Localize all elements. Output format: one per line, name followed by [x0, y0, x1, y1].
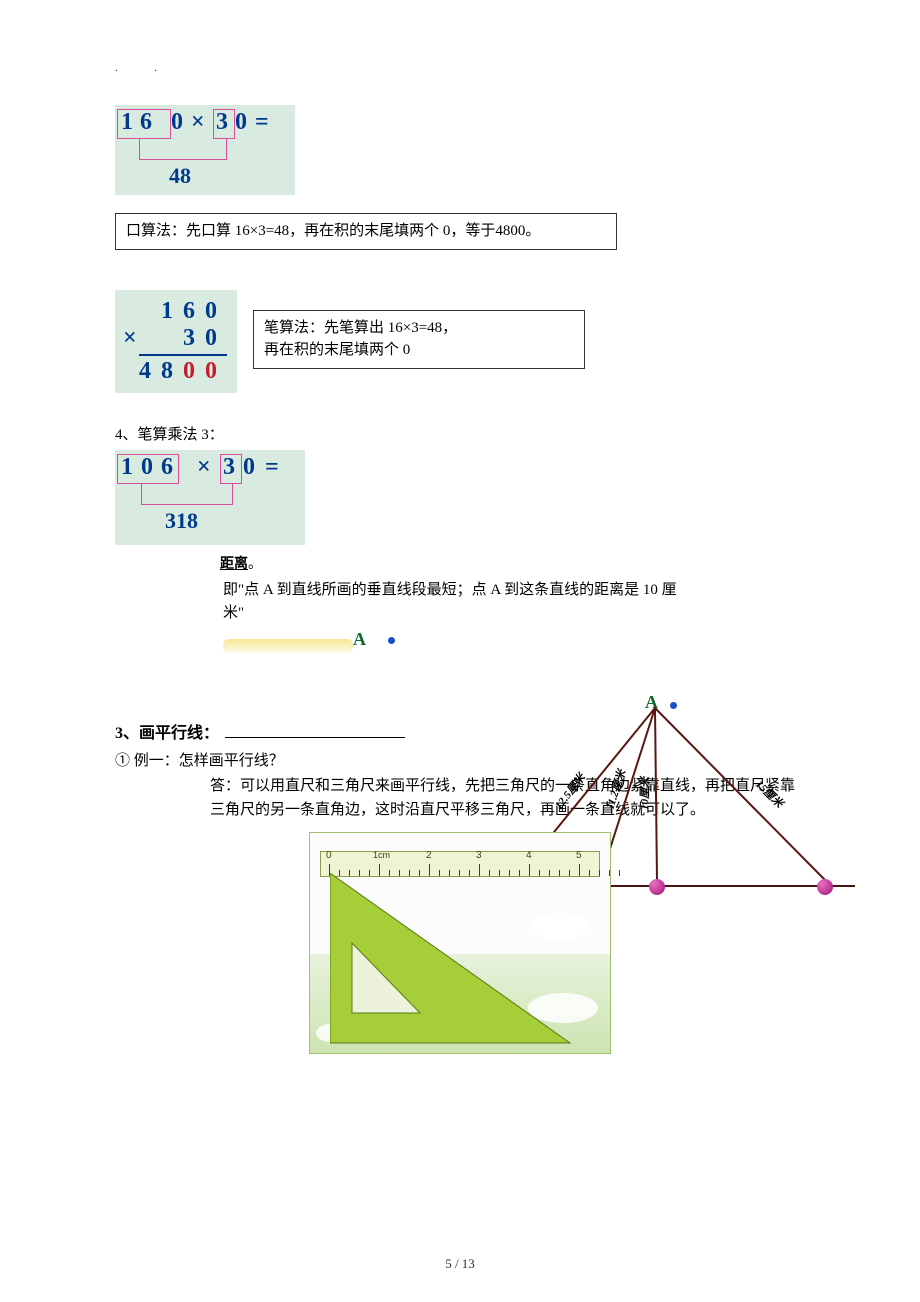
digit: 0: [171, 109, 183, 136]
equals: =: [265, 454, 279, 481]
multiplier: 30: [183, 325, 227, 351]
equals: =: [255, 109, 269, 136]
page-number: 5 / 13: [0, 1256, 920, 1272]
document-page: . . 1 6 0 × 3 0 = 48 口算法：先口算 16×3=48，再在积…: [0, 0, 920, 1302]
times-sign: ×: [191, 109, 205, 136]
multiplicand: 160: [161, 298, 227, 324]
callout-line: 再在积的末尾填两个 0: [264, 339, 574, 362]
times-sign: ×: [123, 325, 147, 352]
point-dot: [388, 637, 395, 644]
equation-160x30: 1 6 0 × 3 0 = 48: [115, 105, 295, 195]
product-zeros: 00: [183, 358, 227, 384]
point-a-segment: A: [223, 629, 805, 659]
vertical-calc-row: 160 × 30 4800 笔算法：先笔算出 16×3=48， 再在积的末尾填两个…: [115, 290, 805, 393]
triangle-ruler: [330, 873, 590, 1053]
callout-line: 笔算法：先笔算出 16×3=48，: [264, 317, 574, 340]
bracket-result: 48: [169, 163, 191, 189]
digit: 1: [121, 454, 133, 481]
bracket-result: 318: [165, 508, 198, 534]
heading-written-mult-3: 4、笔算乘法 3：: [115, 423, 805, 444]
digit: 0: [243, 454, 255, 481]
callout-written-method: 笔算法：先笔算出 16×3=48， 再在积的末尾填两个 0: [253, 310, 585, 369]
ball-marker: [649, 879, 665, 895]
equation-106x30: 1 0 6 × 3 0 = 318: [115, 450, 305, 545]
digit: 0: [235, 109, 247, 136]
distance-heading: 距离。: [220, 553, 805, 573]
svg-text:15厘米: 15厘米: [753, 778, 787, 812]
times-sign: ×: [197, 454, 211, 481]
digit: 3: [216, 109, 228, 136]
distance-description: 即"点 A 到直线所画的垂直线段最短；点 A 到这条直线的距离是 10 厘米": [223, 579, 683, 626]
svg-text:12.5厘米: 12.5厘米: [552, 770, 589, 812]
product-main: 48: [139, 358, 183, 384]
ball-marker: [817, 879, 833, 895]
header-dots: . .: [115, 60, 805, 75]
digit: 0: [141, 454, 153, 481]
callout-mental-method: 口算法：先口算 16×3=48，再在积的末尾填两个 0，等于4800。: [115, 213, 617, 250]
digit: 6: [140, 109, 152, 136]
svg-text:10厘米: 10厘米: [638, 775, 652, 810]
point-a-label: A: [353, 629, 366, 650]
digit: 1: [121, 109, 133, 136]
ruler-triangle-diagram: 01cm2345: [309, 832, 611, 1054]
digit: 6: [161, 454, 173, 481]
digit: 3: [223, 454, 235, 481]
vertical-calculation: 160 × 30 4800: [115, 290, 237, 393]
yellow-highlight: [223, 639, 353, 653]
